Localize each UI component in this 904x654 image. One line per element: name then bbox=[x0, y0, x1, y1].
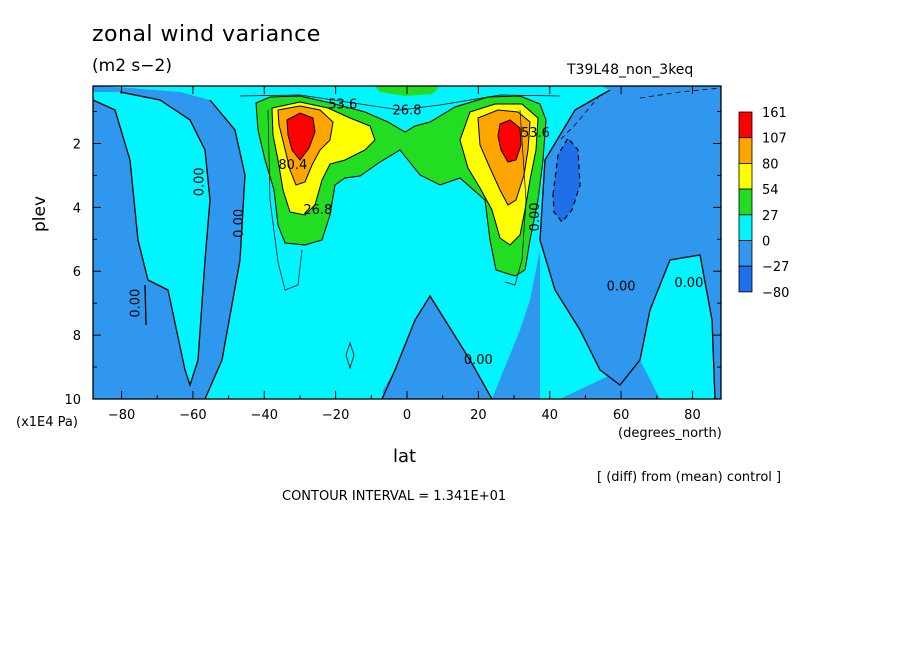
dashed-contour-neg bbox=[552, 136, 581, 223]
spike-left bbox=[144, 284, 147, 326]
x-axis-label: lat bbox=[393, 446, 417, 467]
small-island bbox=[345, 341, 355, 370]
field-neg-left-inner bbox=[93, 92, 210, 385]
colorbar-swatch bbox=[738, 111, 753, 139]
colorbar-swatch bbox=[738, 137, 753, 164]
x-tick-label: 40 bbox=[541, 408, 558, 423]
contour-lines bbox=[92, 87, 722, 400]
contour-107-left bbox=[286, 112, 316, 161]
thin-contour-right bbox=[504, 109, 527, 286]
run-name: T39L48_non_3keq bbox=[567, 62, 694, 78]
contour-54-left bbox=[271, 101, 376, 216]
thin-contour-top bbox=[239, 94, 561, 111]
contour-27-outline bbox=[255, 95, 547, 277]
axis-ticks: −80 −60 −40 −20 0 20 40 60 80 2 4 6 8 10 bbox=[64, 86, 721, 423]
contour-label: 0.00 bbox=[528, 202, 543, 231]
dashed-contour-right bbox=[559, 94, 601, 141]
colorbar-label: −27 bbox=[762, 260, 789, 275]
zero-contour-left2 bbox=[204, 99, 246, 400]
colorbar-swatch bbox=[738, 265, 753, 293]
contour-label: 53.6 bbox=[521, 126, 550, 141]
contour-107-right bbox=[497, 119, 522, 163]
contour-interval: CONTOUR INTERVAL = 1.341E+01 bbox=[282, 489, 507, 504]
contour-label: 0.00 bbox=[674, 276, 703, 291]
contour-label: 0.00 bbox=[128, 289, 143, 318]
x-axis-units: (degrees_north) bbox=[618, 426, 722, 441]
y-tick-label: 10 bbox=[64, 393, 81, 408]
colorbar-label: 27 bbox=[762, 209, 779, 224]
field-neg-right bbox=[540, 86, 721, 399]
field-neg80 bbox=[553, 138, 580, 222]
zero-contour-left bbox=[92, 91, 211, 388]
colorbar-swatch bbox=[738, 162, 753, 190]
contour-label: 26.8 bbox=[303, 203, 332, 218]
x-tick-label: 20 bbox=[470, 408, 487, 423]
x-tick-label: 80 bbox=[684, 408, 701, 423]
x-tick-label: −40 bbox=[251, 408, 278, 423]
contour-fields bbox=[93, 86, 721, 399]
colorbar-swatch bbox=[738, 214, 753, 241]
dashed-contour-top bbox=[639, 87, 722, 99]
field-107-right bbox=[498, 120, 521, 162]
contour-labels: 26.8 53.6 80.4 26.8 53.6 0.00 0.00 0.00 0.00 0.00… bbox=[128, 97, 703, 368]
contour-label: 0.00 bbox=[464, 353, 493, 368]
y-tick-label: 6 bbox=[73, 265, 81, 280]
thin-contour-left bbox=[267, 109, 303, 291]
contour-label: 0.00 bbox=[193, 167, 208, 196]
field-neg-center2 bbox=[492, 250, 540, 399]
colorbar-label: 161 bbox=[762, 106, 787, 121]
y-tick-label: 2 bbox=[73, 137, 81, 152]
chart-title: zonal wind variance bbox=[92, 22, 321, 47]
contour-80-right bbox=[477, 109, 531, 206]
x-tick-label: −80 bbox=[108, 408, 135, 423]
y-tick-label: 8 bbox=[73, 329, 81, 344]
contour-label: 53.6 bbox=[328, 97, 357, 112]
field-neg-bottom-right bbox=[560, 360, 660, 399]
colorbar-swatch bbox=[738, 188, 753, 216]
y-axis-units: (x1E4 Pa) bbox=[16, 415, 78, 430]
contour-label: 80.4 bbox=[278, 158, 307, 173]
zero-contour-center bbox=[381, 294, 493, 400]
zero-contour-right bbox=[539, 89, 716, 400]
field-neg-top bbox=[600, 86, 721, 100]
colorbar-label: 0 bbox=[762, 235, 770, 250]
colorbar-label: 80 bbox=[762, 157, 779, 172]
contour-label: 26.8 bbox=[393, 104, 422, 119]
colorbar-label: 107 bbox=[762, 132, 787, 147]
x-tick-label: 0 bbox=[403, 408, 411, 423]
contour-54-right bbox=[459, 103, 539, 246]
field-neg-center bbox=[382, 296, 492, 399]
colorbar-label: 54 bbox=[762, 183, 779, 198]
colorbar-label: −80 bbox=[762, 286, 789, 301]
contour-label: 0.00 bbox=[232, 209, 247, 238]
x-tick-label: 60 bbox=[613, 408, 630, 423]
field-107-left bbox=[287, 113, 315, 160]
colorbar: 161 107 80 54 27 0 −27 −80 bbox=[738, 106, 789, 301]
chart-subtitle: (m2 s−2) bbox=[92, 56, 172, 76]
x-tick-label: −60 bbox=[179, 408, 206, 423]
contour-label: 0.00 bbox=[607, 279, 636, 294]
y-tick-label: 4 bbox=[73, 201, 81, 216]
colorbar-swatch bbox=[738, 240, 753, 267]
contour-80-left bbox=[277, 105, 334, 186]
diff-note: [ (diff) from (mean) control ] bbox=[597, 470, 782, 485]
x-tick-label: −20 bbox=[322, 408, 349, 423]
